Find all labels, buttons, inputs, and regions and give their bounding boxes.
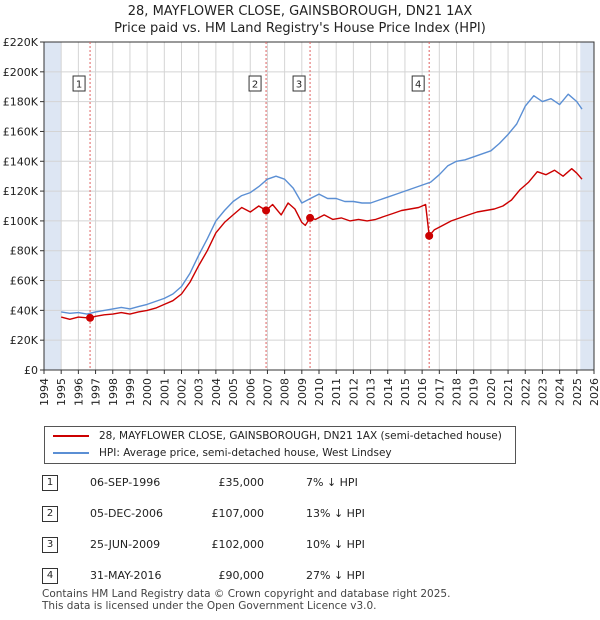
sale-price: £102,000 [211, 538, 265, 551]
legend-label-hpi: HPI: Average price, semi-detached house,… [99, 447, 392, 459]
x-tick-label: 2006 [244, 378, 257, 406]
legend-item-property: 28, MAYFLOWER CLOSE, GAINSBOROUGH, DN21 … [53, 430, 502, 442]
x-tick-label: 2002 [176, 378, 189, 406]
x-tick-label: 2016 [416, 378, 429, 406]
x-tick-label: 2001 [158, 378, 171, 406]
property-price-line [61, 167, 583, 320]
price-chart: £0 £20K £40K £60K £80K £100K £120K £140K £160K £1… [3, 36, 600, 406]
sale-point [425, 231, 434, 240]
sale-date: 05-DEC-2006 [90, 507, 164, 520]
x-tick-label: 2015 [399, 378, 412, 406]
sale-hpi-diff: 10% ↓ HPI [306, 538, 365, 551]
legend-swatch-property [53, 435, 89, 437]
sale-marker-label: 1 [76, 80, 82, 91]
y-tick-label: £20K [10, 334, 39, 347]
x-tick-label: 1994 [38, 378, 51, 406]
table-row: 3 25-JUN-2009 £102,000 10% ↓ HPI [42, 536, 442, 556]
sale-hpi-diff: 27% ↓ HPI [306, 569, 365, 582]
sale-price: £90,000 [218, 569, 265, 582]
legend: 28, MAYFLOWER CLOSE, GAINSBOROUGH, DN21 … [44, 426, 516, 464]
y-tick-label: £60K [10, 275, 39, 288]
x-tick-label: 2018 [451, 378, 464, 406]
shaded-region [44, 42, 62, 370]
shaded-region [580, 42, 594, 370]
sale-marker-box [292, 75, 306, 92]
y-tick-label: £120K [3, 185, 39, 198]
sale-number-badge: 2 [42, 506, 58, 522]
x-tick-label: 2013 [365, 378, 378, 406]
x-tick-label: 2008 [279, 378, 292, 406]
legend-item-hpi: HPI: Average price, semi-detached house,… [53, 447, 392, 459]
table-row: 2 05-DEC-2006 £107,000 13% ↓ HPI [42, 505, 442, 525]
sale-point [86, 313, 95, 322]
y-tick-label: £80K [10, 245, 39, 258]
legend-swatch-hpi [53, 452, 89, 454]
sale-price: £35,000 [218, 476, 265, 489]
legend-label-property: 28, MAYFLOWER CLOSE, GAINSBOROUGH, DN21 … [99, 430, 502, 442]
chart-subtitle: Price paid vs. HM Land Registry's House … [114, 21, 486, 36]
x-tick-label: 1995 [55, 378, 68, 406]
footer-copyright: Contains HM Land Registry data © Crown c… [42, 588, 451, 600]
sale-marker-box [411, 75, 425, 92]
sale-hpi-diff: 7% ↓ HPI [306, 476, 358, 489]
sale-price: £107,000 [211, 507, 265, 520]
x-tick-label: 2025 [571, 378, 584, 406]
x-tick-label: 2026 [588, 378, 600, 406]
sale-marker-box [72, 75, 86, 92]
x-tick-label: 2024 [554, 378, 567, 406]
x-tick-label: 2007 [261, 378, 274, 406]
y-tick-label: £220K [3, 36, 39, 49]
x-tick-label: 2021 [502, 378, 515, 406]
x-tick-label: 1996 [72, 378, 85, 406]
sale-marker-label: 2 [252, 80, 258, 91]
y-tick-label: £100K [3, 215, 39, 228]
y-tick-label: £200K [3, 66, 39, 79]
sale-marker-box [248, 75, 262, 92]
x-tick-label: 2014 [382, 378, 395, 406]
x-tick-label: 2017 [433, 378, 446, 406]
hpi-line [61, 93, 583, 315]
y-tick-label: £40K [10, 304, 39, 317]
chart-title: 28, MAYFLOWER CLOSE, GAINSBOROUGH, DN21 … [127, 4, 473, 19]
x-tick-label: 2012 [347, 378, 360, 406]
sale-number-badge: 1 [42, 475, 58, 491]
sale-marker-label: 4 [415, 80, 421, 91]
footer: Contains HM Land Registry data © Crown c… [42, 588, 450, 612]
x-tick-label: 1997 [90, 378, 103, 406]
y-tick-label: £0 [24, 364, 38, 377]
y-tick-label: £160K [3, 125, 39, 138]
sale-number-badge: 3 [42, 537, 58, 553]
x-tick-label: 2003 [193, 378, 206, 406]
plot-frame [43, 41, 595, 371]
x-tick-label: 2019 [468, 378, 481, 406]
sale-date: 25-JUN-2009 [90, 538, 161, 551]
table-row: 1 06-SEP-1996 £35,000 7% ↓ HPI [42, 474, 442, 494]
x-tick-label: 1999 [124, 378, 137, 406]
table-row: 4 31-MAY-2016 £90,000 27% ↓ HPI [42, 567, 442, 587]
x-tick-label: 2011 [330, 378, 343, 406]
x-tick-label: 2010 [313, 378, 326, 406]
y-tick-label: £180K [3, 96, 39, 109]
sale-date: 06-SEP-1996 [90, 476, 161, 489]
x-tick-label: 2004 [210, 378, 223, 406]
sale-point [306, 213, 315, 222]
x-tick-label: 2000 [141, 378, 154, 406]
sale-marker-label: 3 [296, 80, 302, 91]
x-tick-label: 2009 [296, 378, 309, 406]
x-tick-label: 2005 [227, 378, 240, 406]
sale-date: 31-MAY-2016 [90, 569, 162, 582]
x-tick-label: 2022 [519, 378, 532, 406]
x-tick-label: 2020 [485, 378, 498, 406]
x-tick-label: 2023 [536, 378, 549, 406]
y-tick-label: £140K [3, 155, 39, 168]
footer-license: This data is licensed under the Open Gov… [42, 600, 377, 612]
sale-number-badge: 4 [42, 568, 58, 584]
sale-point [262, 206, 271, 215]
x-tick-label: 1998 [107, 378, 120, 406]
sale-hpi-diff: 13% ↓ HPI [306, 507, 365, 520]
